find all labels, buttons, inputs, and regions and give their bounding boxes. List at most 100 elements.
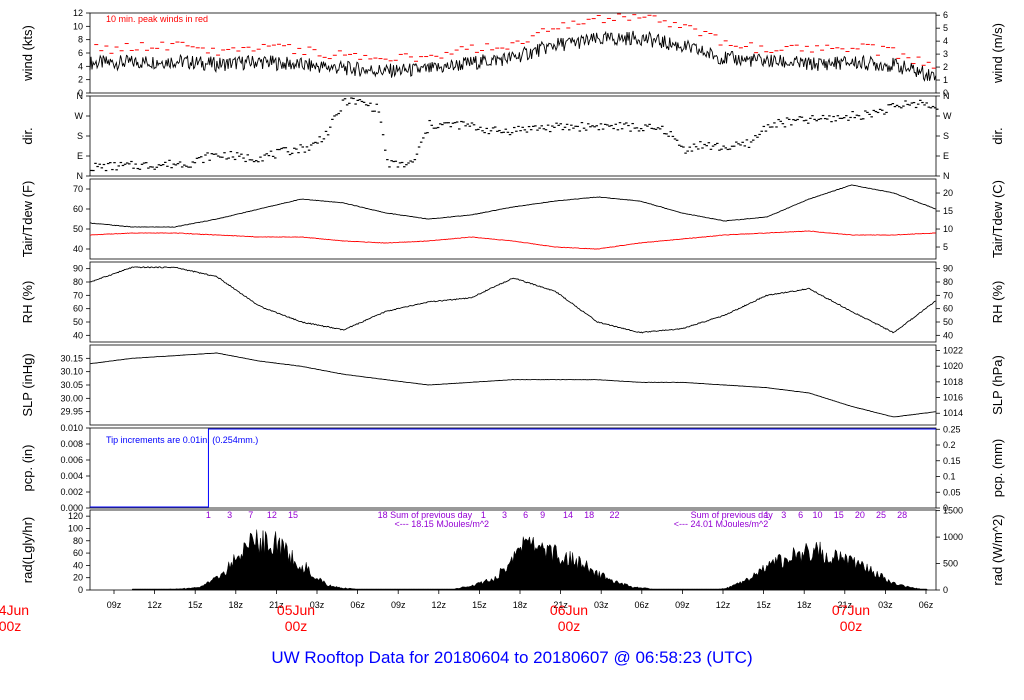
y-tick-label: 0.010 bbox=[60, 423, 83, 433]
rad-annotation: 3 bbox=[502, 510, 507, 520]
y-tick-label: 0.008 bbox=[60, 439, 83, 449]
y-tick-label: 80 bbox=[73, 277, 83, 287]
y2-tick-label: 0.1 bbox=[943, 472, 956, 482]
series-wind bbox=[89, 30, 937, 82]
x-tick-label: 18z bbox=[513, 600, 528, 610]
y-tick-label: 90 bbox=[73, 264, 83, 274]
y-tick-label: 8 bbox=[78, 35, 83, 45]
x-tick-label: 09z bbox=[391, 600, 406, 610]
rad-annotation: 18 bbox=[584, 510, 594, 520]
y-tick-label: 20 bbox=[73, 573, 83, 583]
panel-rh: 40 50 60 70 80 90 40 50 60 70 80 90 RH (%) RH (%) bbox=[20, 261, 1005, 343]
rad-annotation: 15 bbox=[288, 510, 298, 520]
x-tick-label: 03z bbox=[878, 600, 893, 610]
x-tick-label: 21z bbox=[553, 600, 568, 610]
series-Tdew bbox=[89, 230, 936, 250]
y2-tick-label: 1500 bbox=[943, 506, 963, 516]
day-label: 04Jun bbox=[0, 602, 29, 618]
y-tick-label: E bbox=[77, 151, 83, 161]
y2-tick-label: 0 bbox=[943, 88, 948, 98]
y-tick-label: 60 bbox=[73, 548, 83, 558]
rad-annotation: 6 bbox=[523, 510, 528, 520]
x-tick-label: 15z bbox=[472, 600, 487, 610]
y2-axis-label: dir. bbox=[990, 127, 1005, 144]
y-tick-label: 50 bbox=[73, 224, 83, 234]
y-tick-label: 30.05 bbox=[60, 380, 83, 390]
y-tick-label: 0.006 bbox=[60, 455, 83, 465]
x-tick-label: 03z bbox=[310, 600, 325, 610]
y-tick-label: 30.10 bbox=[60, 367, 83, 377]
series-RH bbox=[89, 266, 936, 334]
y-tick-label: 6 bbox=[78, 48, 83, 58]
y2-tick-label: 70 bbox=[943, 290, 953, 300]
y2-tick-label: 0.2 bbox=[943, 440, 956, 450]
day-label-time: 00z bbox=[840, 618, 863, 634]
y-axis-label: rad(Lgly/hr) bbox=[20, 517, 35, 583]
y-tick-label: 70 bbox=[73, 290, 83, 300]
y2-axis-label: Tair/Tdew (C) bbox=[990, 180, 1005, 258]
y-tick-label: N bbox=[77, 91, 84, 101]
series-dir bbox=[90, 97, 939, 172]
rad-annotation: <--- 18.15 MJoules/m^2 bbox=[395, 519, 490, 529]
y2-tick-label: 1018 bbox=[943, 377, 963, 387]
panel-annotation: Tip increments are 0.01in. (0.254mm.) bbox=[106, 435, 258, 445]
rad-annotation: 3 bbox=[227, 510, 232, 520]
y2-tick-label: 0.15 bbox=[943, 456, 961, 466]
panel-frame bbox=[89, 344, 937, 426]
x-tick-label: 12z bbox=[147, 600, 162, 610]
x-tick-label: 06z bbox=[919, 600, 934, 610]
y2-axis-label: SLP (hPa) bbox=[990, 355, 1005, 415]
y2-tick-label: 60 bbox=[943, 304, 953, 314]
rad-annotation: 10 bbox=[813, 510, 823, 520]
rad-annotation: 15 bbox=[834, 510, 844, 520]
y-tick-label: 70 bbox=[73, 184, 83, 194]
y2-tick-label: 1020 bbox=[943, 361, 963, 371]
rad-annotation: <--- 24.01 MJoules/m^2 bbox=[674, 519, 769, 529]
rad-annotation: 25 bbox=[876, 510, 886, 520]
y2-tick-label: 40 bbox=[943, 330, 953, 340]
x-tick-label: 18z bbox=[797, 600, 812, 610]
y-tick-label: W bbox=[75, 111, 84, 121]
y2-tick-label: 3 bbox=[943, 49, 948, 59]
y2-tick-label: 20 bbox=[943, 188, 953, 198]
y-tick-label: 12 bbox=[73, 8, 83, 18]
y2-tick-label: E bbox=[943, 151, 949, 161]
panel-frame bbox=[89, 427, 937, 509]
y-tick-label: 100 bbox=[68, 523, 83, 533]
y-tick-label: 60 bbox=[73, 204, 83, 214]
rad-annotation: 20 bbox=[855, 510, 865, 520]
y2-tick-label: 1 bbox=[943, 75, 948, 85]
x-tick-label: 03z bbox=[594, 600, 609, 610]
y-tick-label: 30.00 bbox=[60, 393, 83, 403]
y-tick-label: 30.15 bbox=[60, 353, 83, 363]
rad-annotation: 1 bbox=[206, 510, 211, 520]
rad-annotation: 7 bbox=[248, 510, 253, 520]
y-tick-label: 2 bbox=[78, 75, 83, 85]
y-axis-label: dir. bbox=[20, 127, 35, 144]
panel-frame bbox=[89, 261, 937, 343]
y-axis-label: RH (%) bbox=[20, 281, 35, 324]
y-tick-label: 0 bbox=[78, 585, 83, 595]
y2-tick-label: 0.25 bbox=[943, 424, 961, 434]
rad-annotation: 18 Sum of previous day bbox=[378, 510, 473, 520]
y-axis-label: SLP (inHg) bbox=[20, 353, 35, 416]
x-tick-label: 12z bbox=[432, 600, 447, 610]
rad-annotation: Sum of previous day bbox=[691, 510, 774, 520]
rad-annotation: 1 bbox=[481, 510, 486, 520]
series-Tair bbox=[89, 184, 936, 228]
y-axis-label: Tair/Tdew (F) bbox=[20, 181, 35, 258]
x-tick-label: 09z bbox=[675, 600, 690, 610]
y2-axis-label: wind (m/s) bbox=[990, 23, 1005, 84]
y2-tick-label: 0 bbox=[943, 503, 948, 513]
x-tick-label: 21z bbox=[269, 600, 284, 610]
y2-tick-label: 0.05 bbox=[943, 487, 961, 497]
panel-annotation: 10 min. peak winds in red bbox=[106, 14, 208, 24]
y-tick-label: 40 bbox=[73, 330, 83, 340]
rad-annotation: 22 bbox=[610, 510, 620, 520]
y-axis-label: pcp. (in) bbox=[20, 445, 35, 492]
chart-title: UW Rooftop Data for 20180604 to 20180607… bbox=[271, 648, 753, 667]
y2-tick-label: N bbox=[943, 171, 950, 181]
y2-tick-label: 2 bbox=[943, 62, 948, 72]
